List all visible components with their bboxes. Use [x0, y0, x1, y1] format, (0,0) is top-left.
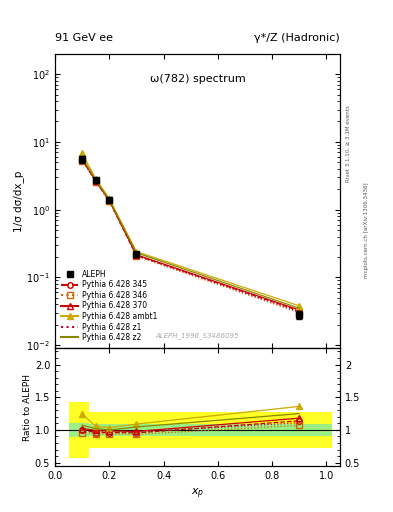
Pythia 6.428 ambt1	[80, 150, 84, 156]
Y-axis label: Ratio to ALEPH: Ratio to ALEPH	[23, 374, 32, 440]
Pythia 6.428 346	[80, 158, 84, 164]
Pythia 6.428 345	[107, 198, 112, 204]
Line: Pythia 6.428 ambt1: Pythia 6.428 ambt1	[79, 151, 302, 309]
Pythia 6.428 370	[107, 197, 112, 203]
Pythia 6.428 345	[80, 156, 84, 162]
Pythia 6.428 370	[134, 252, 139, 258]
Pythia 6.428 ambt1	[134, 248, 139, 254]
Line: Pythia 6.428 z2: Pythia 6.428 z2	[82, 157, 299, 308]
Pythia 6.428 ambt1	[94, 176, 98, 182]
Pythia 6.428 z2	[297, 305, 301, 311]
Pythia 6.428 z1	[297, 309, 301, 315]
Text: ω(782) spectrum: ω(782) spectrum	[150, 74, 245, 84]
Text: 91 GeV ee: 91 GeV ee	[55, 33, 113, 42]
Pythia 6.428 z2	[94, 177, 98, 183]
Line: Pythia 6.428 370: Pythia 6.428 370	[79, 156, 302, 313]
Legend: ALEPH, Pythia 6.428 345, Pythia 6.428 346, Pythia 6.428 370, Pythia 6.428 ambt1,: ALEPH, Pythia 6.428 345, Pythia 6.428 34…	[59, 268, 160, 345]
Line: Pythia 6.428 345: Pythia 6.428 345	[79, 157, 302, 314]
Pythia 6.428 z2	[107, 197, 112, 203]
X-axis label: $x_p$: $x_p$	[191, 486, 204, 501]
Pythia 6.428 345	[297, 308, 301, 314]
Text: γ*/Z (Hadronic): γ*/Z (Hadronic)	[254, 33, 340, 42]
Pythia 6.428 346	[107, 198, 112, 204]
Line: Pythia 6.428 346: Pythia 6.428 346	[79, 158, 302, 315]
Pythia 6.428 ambt1	[297, 303, 301, 309]
Pythia 6.428 346	[134, 253, 139, 259]
Pythia 6.428 z1	[80, 156, 84, 162]
Text: ALEPH_1996_S3486095: ALEPH_1996_S3486095	[156, 333, 239, 339]
Pythia 6.428 ambt1	[107, 196, 112, 202]
Pythia 6.428 z2	[80, 154, 84, 160]
Pythia 6.428 345	[134, 252, 139, 259]
Pythia 6.428 z1	[107, 198, 112, 204]
Pythia 6.428 370	[80, 156, 84, 162]
Pythia 6.428 346	[297, 310, 301, 316]
Pythia 6.428 346	[94, 179, 98, 185]
Pythia 6.428 z1	[134, 252, 139, 258]
Pythia 6.428 370	[297, 307, 301, 313]
Text: mcplots.cern.ch [arXiv:1306.3436]: mcplots.cern.ch [arXiv:1306.3436]	[364, 183, 369, 278]
Pythia 6.428 z1	[94, 178, 98, 184]
Text: Rivet 3.1.10, ≥ 3.1M events: Rivet 3.1.10, ≥ 3.1M events	[346, 105, 351, 182]
Pythia 6.428 370	[94, 178, 98, 184]
Y-axis label: 1/σ dσ/dx_p: 1/σ dσ/dx_p	[13, 170, 24, 231]
Line: Pythia 6.428 z1: Pythia 6.428 z1	[82, 159, 299, 312]
Pythia 6.428 z2	[134, 250, 139, 256]
Pythia 6.428 345	[94, 178, 98, 184]
